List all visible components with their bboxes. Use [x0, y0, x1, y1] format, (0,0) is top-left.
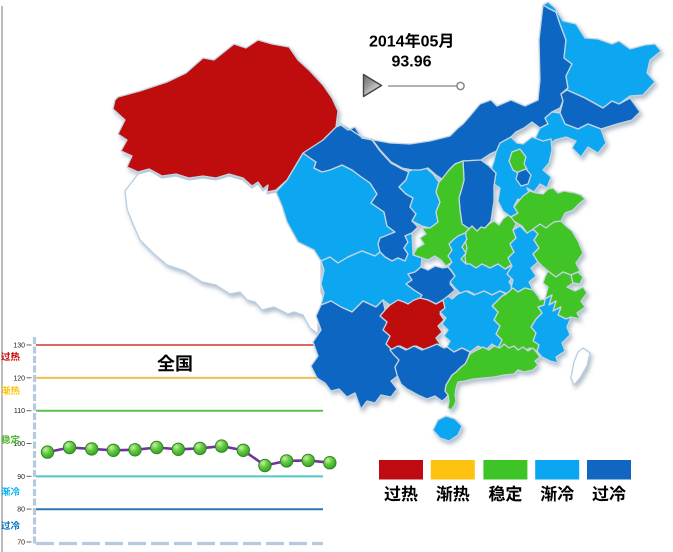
- svg-text:05: 05: [421, 34, 439, 51]
- svg-text:2014: 2014: [369, 34, 405, 51]
- svg-text:110: 110: [14, 408, 25, 415]
- svg-text:130: 130: [13, 343, 25, 350]
- svg-text:70: 70: [17, 540, 25, 547]
- svg-text:120: 120: [13, 375, 25, 382]
- svg-text:80: 80: [17, 507, 25, 514]
- svg-text:93.96: 93.96: [391, 54, 431, 71]
- svg-text:90: 90: [17, 474, 25, 481]
- svg-text:100: 100: [13, 441, 25, 448]
